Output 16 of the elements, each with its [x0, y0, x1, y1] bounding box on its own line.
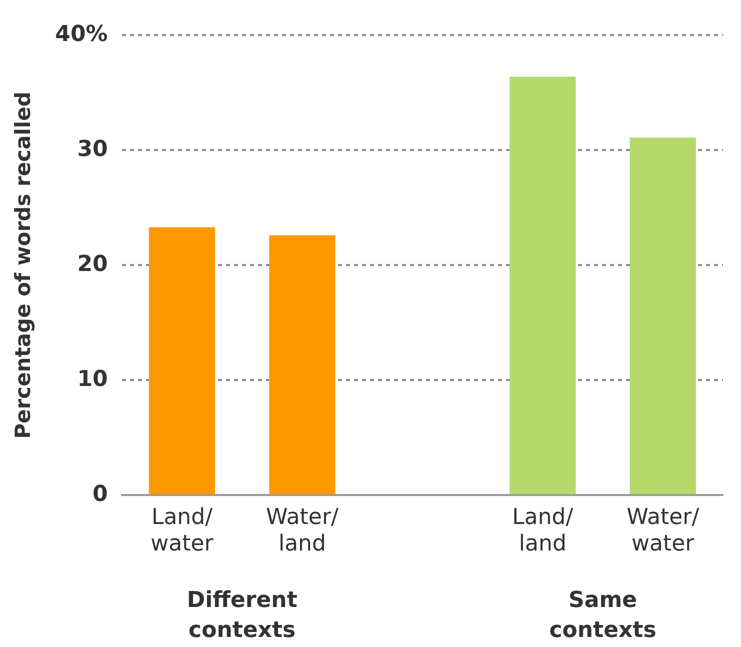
y-tick-label: 30: [77, 136, 108, 162]
y-tick-label: 0: [92, 482, 108, 507]
y-axis-title: Percentage of words recalled: [11, 92, 36, 439]
bar: [148, 227, 216, 494]
x-tick-label: Water/ water: [626, 505, 700, 557]
text: Different contexts: [186, 588, 298, 643]
x-tick-label: Land/ water: [150, 505, 214, 557]
bar: [269, 235, 336, 494]
x-tick-label: Water/ land: [266, 505, 340, 557]
bar: [510, 76, 576, 494]
y-tick-label: 20: [77, 252, 108, 277]
y-tick-label: 10: [77, 366, 108, 392]
y-tick-label: 40%: [55, 22, 108, 47]
text: Same contexts: [549, 588, 656, 643]
bar: [630, 138, 696, 494]
x-tick-label: Land/ land: [512, 505, 574, 557]
